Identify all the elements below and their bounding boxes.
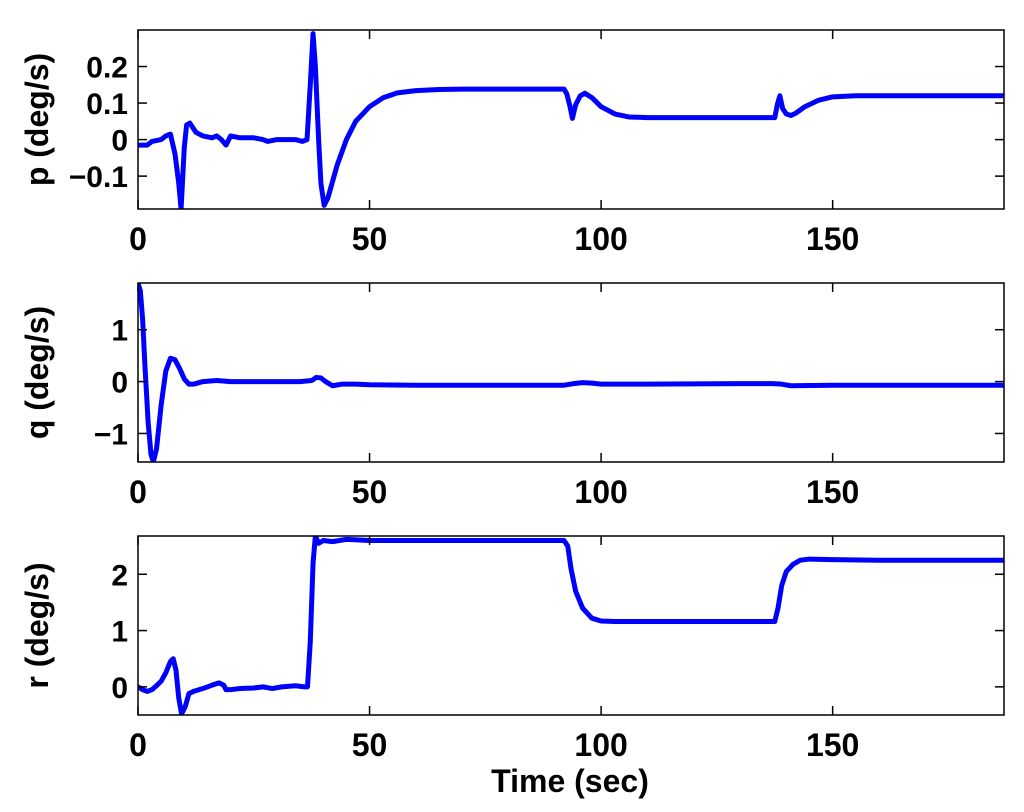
axes-frame [137,282,1005,463]
x-tick-label: 0 [129,474,147,510]
subplot-1: 0 50 100 150 −0.10 0.10.2 p (deg/s) [19,29,1005,257]
x-tick-label: 150 [806,474,859,510]
series-line-2-1 [138,283,1004,462]
y-axis-label: q (deg/s) [19,306,55,439]
x-axis-label: Time (sec) [491,763,649,799]
x-tick-label: 50 [352,474,388,510]
axes-frame [137,535,1005,716]
y-tick-label: 0.2 [86,52,128,85]
y-tick-label: −0.1 [69,161,128,194]
subplots: 0 50 100 150−0.100.10.2p (deg/s)0 50 100 150−1… [19,29,1005,763]
x-tick-label: 50 [352,221,388,257]
axes-frame [137,29,1005,210]
y-axis-label: p (deg/s) [19,53,55,186]
series-line-1-1 [138,31,1004,209]
x-tick-label: 0 [129,221,147,257]
x-tick-label: 50 [352,727,388,763]
y-tick-label: 0.1 [86,88,128,121]
y-tick-label: 1 [111,616,128,649]
x-tick-label: 0 [129,727,147,763]
subplot-3: 0 50 100 150 0 1 2 r (deg/s) [19,535,1005,763]
y-tick-label: 0 [111,367,128,400]
x-tick-label: 100 [574,727,627,763]
x-tick-label: 150 [806,221,859,257]
y-axis-label: r (deg/s) [19,562,55,688]
x-tick-label: 150 [806,727,859,763]
x-tick-label: 100 [574,474,627,510]
y-tick-label: 1 [111,315,128,348]
x-tick-label: 100 [574,221,627,257]
y-tick-label: 0 [111,672,128,705]
y-tick-label: 2 [111,559,128,592]
y-tick-label: −1 [94,418,128,451]
series-line-3-1 [138,536,1004,715]
y-tick-label: 0 [111,125,128,158]
